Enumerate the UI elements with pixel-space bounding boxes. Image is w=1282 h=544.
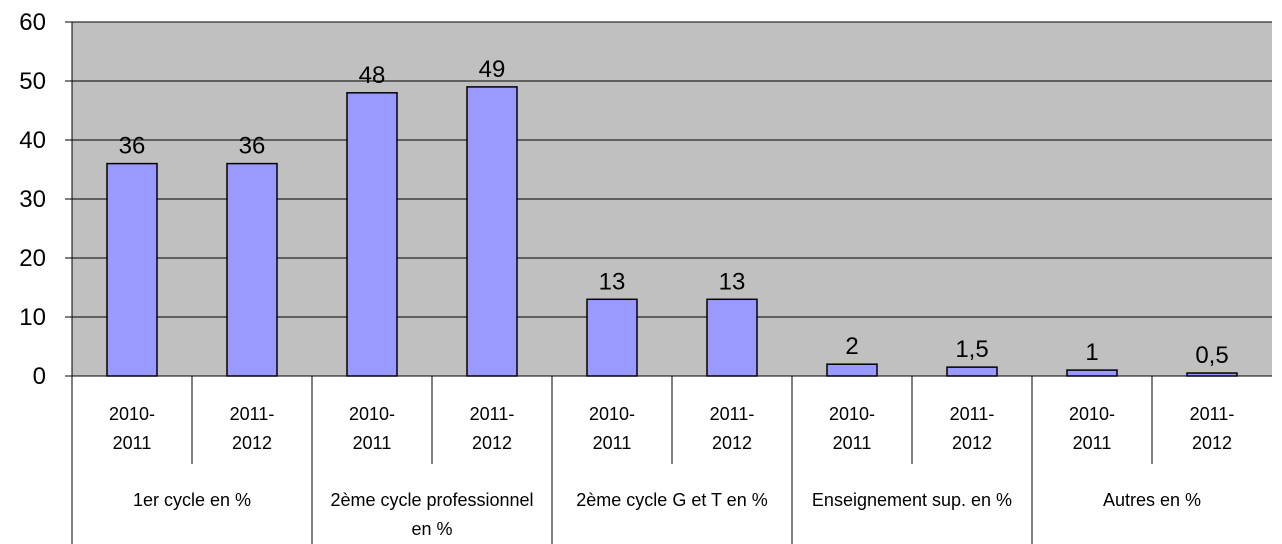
y-tick-label: 30 xyxy=(19,186,46,213)
group-label: 1er cycle en % xyxy=(132,490,252,510)
y-tick-label: 60 xyxy=(19,9,46,36)
x-tick-label: 2010-2011 xyxy=(1068,404,1116,453)
bar xyxy=(226,162,278,377)
group-label: 2ème cycle professionnel en % xyxy=(330,490,534,539)
value-label: 36 xyxy=(119,133,146,160)
group-label: Enseignement sup. en % xyxy=(811,490,1013,510)
bar xyxy=(706,298,758,377)
bar xyxy=(1186,372,1238,377)
value-label: 1,5 xyxy=(955,336,988,363)
y-tick-label: 50 xyxy=(19,68,46,95)
value-label: 2 xyxy=(845,333,858,360)
group-label: Autres en % xyxy=(1102,490,1202,510)
y-tick-label: 0 xyxy=(33,363,46,390)
x-tick-label: 2011-2012 xyxy=(1189,404,1235,453)
x-tick-label: 2011-2012 xyxy=(949,404,995,453)
x-tick-label: 2010-2011 xyxy=(108,404,156,453)
bar xyxy=(826,363,878,377)
bar xyxy=(346,92,398,377)
y-tick-label: 10 xyxy=(19,304,46,331)
bar xyxy=(466,86,518,377)
y-tick-label: 20 xyxy=(19,245,46,272)
value-label: 48 xyxy=(359,62,386,89)
y-tick-label: 40 xyxy=(19,127,46,154)
bar xyxy=(106,162,158,377)
value-label: 13 xyxy=(719,268,746,295)
x-tick-label: 2010-2011 xyxy=(348,404,396,453)
bar xyxy=(1066,369,1118,377)
value-label: 36 xyxy=(239,133,266,160)
x-tick-label: 2010-2011 xyxy=(588,404,636,453)
bar xyxy=(586,298,638,377)
bar xyxy=(946,366,998,377)
value-label: 13 xyxy=(599,268,626,295)
x-tick-label: 2011-2012 xyxy=(229,404,275,453)
value-label: 0,5 xyxy=(1195,342,1228,369)
x-tick-label: 2010-2011 xyxy=(828,404,876,453)
value-label: 49 xyxy=(479,56,506,83)
x-tick-label: 2011-2012 xyxy=(709,404,755,453)
x-tick-label: 2011-2012 xyxy=(469,404,515,453)
value-label: 1 xyxy=(1085,339,1098,366)
group-label: 2ème cycle G et T en % xyxy=(576,490,768,510)
